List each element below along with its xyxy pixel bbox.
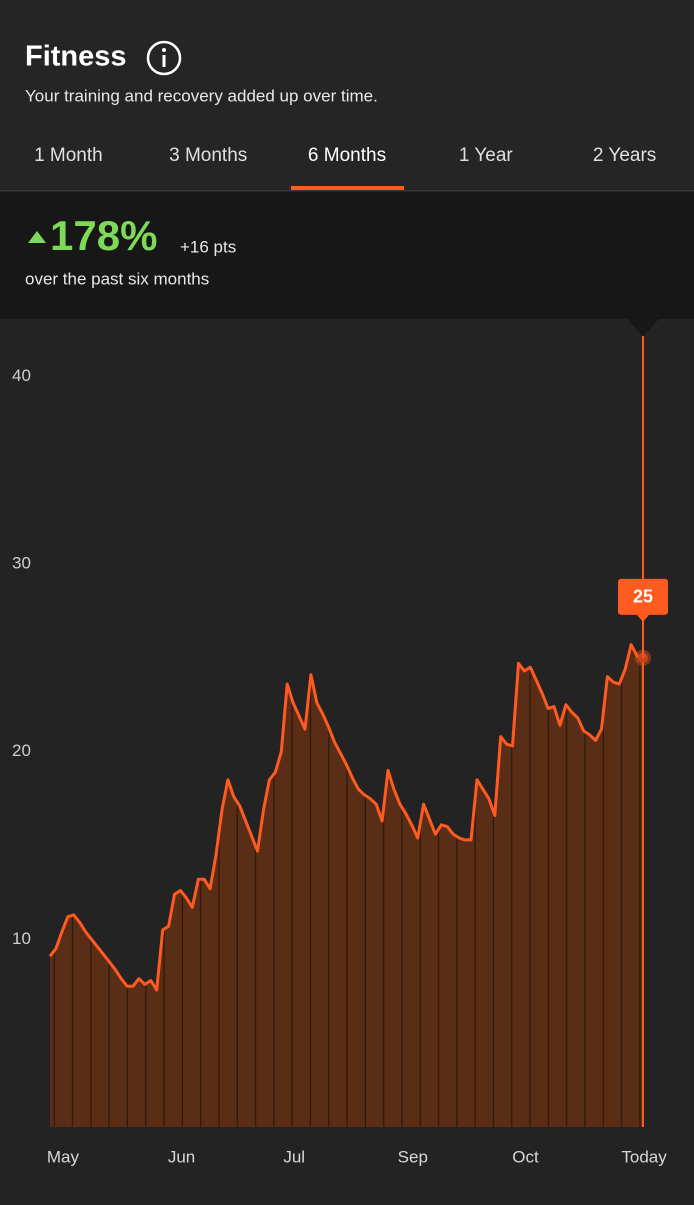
change-caption: over the past six months bbox=[25, 269, 209, 288]
tab-underline bbox=[291, 186, 404, 190]
x-tick-label: Jun bbox=[168, 1147, 195, 1166]
change-percent: 178% bbox=[50, 212, 157, 259]
x-tick-label: Sep bbox=[398, 1147, 428, 1166]
tooltip-box bbox=[618, 578, 668, 615]
subtitle: Your training and recovery added up over… bbox=[25, 86, 378, 105]
x-tick-label: Oct bbox=[512, 1147, 539, 1166]
tab[interactable]: 3 Months bbox=[169, 145, 247, 166]
y-tick-label: 40 bbox=[12, 366, 31, 385]
x-tick-label: May bbox=[47, 1147, 80, 1166]
y-tick-label: 10 bbox=[12, 929, 31, 948]
chart: 10 20 30 40 May Jun Jul Sep Oct Today 25 bbox=[12, 319, 668, 1166]
tab[interactable]: 1 Year bbox=[459, 145, 514, 166]
header-bg bbox=[0, 0, 694, 192]
change-points: +16 pts bbox=[180, 237, 236, 256]
tab[interactable]: 2 Years bbox=[593, 145, 656, 166]
y-tick-label: 30 bbox=[12, 553, 31, 572]
x-tick-label: Jul bbox=[283, 1147, 305, 1166]
info-button[interactable] bbox=[146, 40, 182, 76]
title: Fitness bbox=[25, 41, 127, 73]
tab[interactable]: 1 Month bbox=[34, 145, 103, 166]
y-tick-label: 20 bbox=[12, 741, 31, 760]
line bbox=[48, 643, 644, 992]
tooltip-value: 25 bbox=[633, 587, 653, 607]
tab-divider bbox=[0, 190, 694, 191]
tooltip-pointer bbox=[637, 614, 649, 622]
tabs: 1 Month 3 Months 6 Months 1 Year 2 Years bbox=[34, 145, 656, 190]
up-arrow bbox=[28, 231, 46, 243]
x-tick-label: Today bbox=[621, 1147, 667, 1166]
cursor-notch bbox=[627, 319, 659, 336]
summary-bg bbox=[0, 192, 694, 319]
area bbox=[50, 644, 643, 1127]
tab[interactable]: 6 Months bbox=[308, 145, 386, 166]
